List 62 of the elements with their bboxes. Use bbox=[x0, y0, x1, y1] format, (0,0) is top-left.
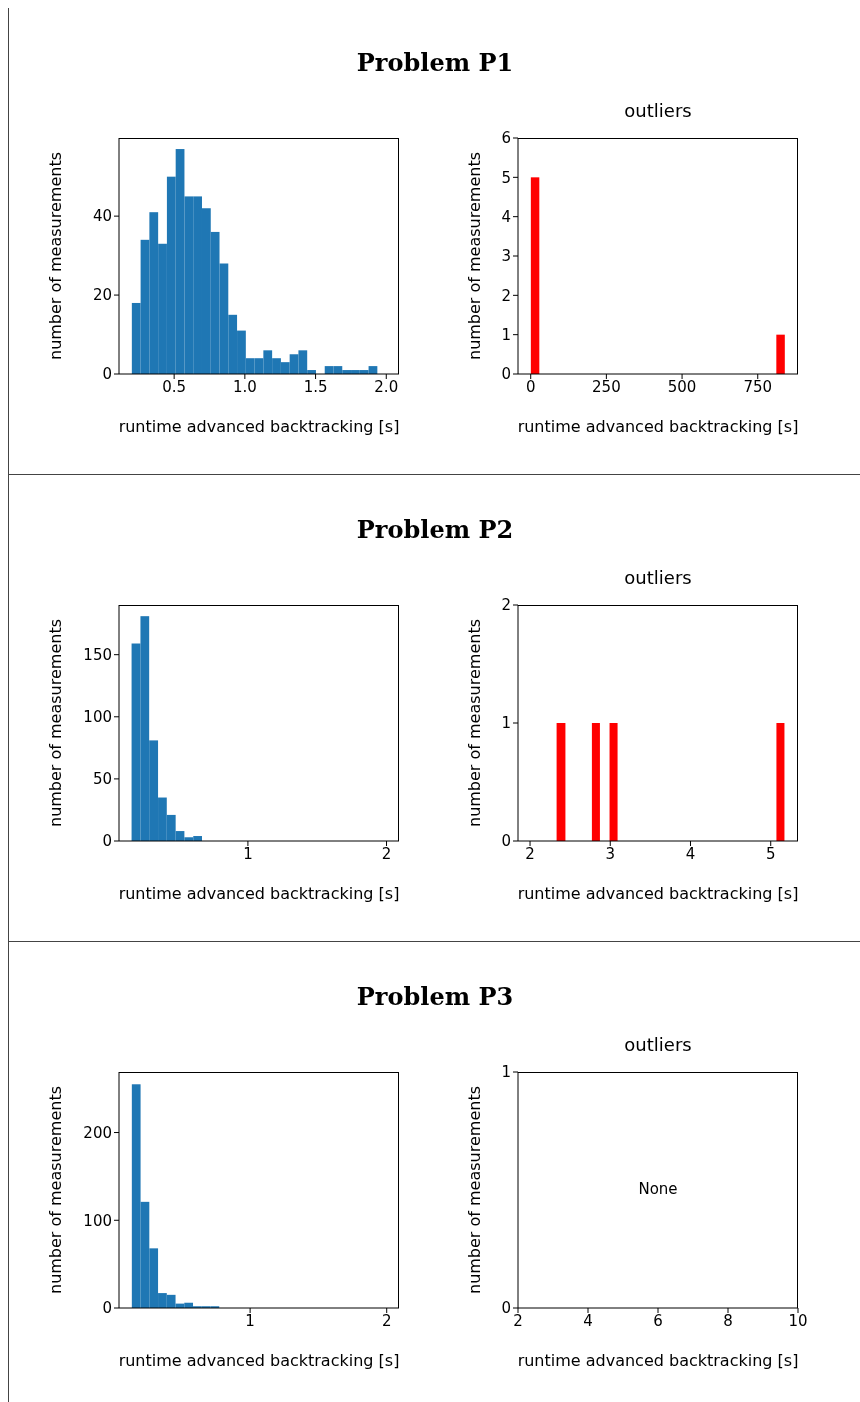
x-tick-label: 10 bbox=[788, 1311, 808, 1330]
x-tick-label: 2 bbox=[381, 1311, 392, 1330]
x-tick-label: 5 bbox=[765, 844, 776, 863]
y-tick-label: 1 bbox=[501, 1063, 511, 1082]
y-tick-label: 4 bbox=[501, 207, 511, 226]
x-tick-label: 750 bbox=[743, 377, 773, 396]
x-tick-label: 500 bbox=[667, 377, 697, 396]
x-tick-label: 250 bbox=[592, 377, 621, 396]
y-tick-label: 100 bbox=[83, 1211, 112, 1230]
x-tick-label: 8 bbox=[723, 1311, 733, 1330]
x-tick-label: 2.0 bbox=[374, 377, 399, 396]
chart-title: outliers bbox=[623, 567, 693, 588]
x-tick-label: 4 bbox=[583, 1311, 593, 1330]
x-tick-label: 1 bbox=[243, 844, 253, 863]
y-tick-label: 5 bbox=[501, 168, 511, 187]
y-tick-label: 200 bbox=[83, 1123, 112, 1142]
x-tick-label: 2 bbox=[525, 844, 535, 863]
x-tick-label: 3 bbox=[605, 844, 616, 863]
y-tick-label: 0 bbox=[501, 1299, 511, 1318]
x-axis-title: runtime advanced backtracking [s] bbox=[517, 1351, 799, 1370]
y-axis-title: number of measurements bbox=[464, 152, 484, 360]
y-axis-title: number of measurements bbox=[464, 1086, 484, 1294]
y-tick-label: 6 bbox=[501, 129, 511, 148]
y-axis-title: number of measurements bbox=[464, 619, 484, 827]
y-tick-label: 150 bbox=[83, 646, 112, 665]
y-axis-title: number of measurements bbox=[45, 1086, 65, 1294]
annotation: None bbox=[637, 1180, 679, 1198]
y-axis-title: number of measurements bbox=[45, 619, 65, 827]
y-tick-label: 0 bbox=[102, 832, 112, 851]
y-tick-label: 3 bbox=[501, 247, 511, 266]
y-tick-label: 0 bbox=[501, 365, 511, 384]
x-axis-title: runtime advanced backtracking [s] bbox=[118, 417, 400, 436]
y-tick-label: 0 bbox=[102, 365, 112, 384]
x-axis-title: runtime advanced backtracking [s] bbox=[517, 417, 799, 436]
y-tick-label: 100 bbox=[83, 708, 112, 727]
chart-title: outliers bbox=[623, 100, 693, 121]
x-tick-label: 6 bbox=[653, 1311, 663, 1330]
x-tick-label: 0 bbox=[525, 377, 536, 396]
x-axis-title: runtime advanced backtracking [s] bbox=[118, 884, 400, 903]
y-axis-title: number of measurements bbox=[45, 152, 65, 360]
y-tick-label: 20 bbox=[92, 286, 112, 305]
y-tick-label: 2 bbox=[501, 286, 511, 305]
x-tick-label: 0.5 bbox=[162, 377, 187, 396]
y-tick-label: 1 bbox=[501, 325, 511, 344]
chart-title: Problem P1 bbox=[355, 48, 515, 77]
y-tick-label: 0 bbox=[501, 832, 511, 851]
y-tick-label: 40 bbox=[92, 207, 112, 226]
y-tick-label: 0 bbox=[102, 1299, 112, 1318]
x-axis-title: runtime advanced backtracking [s] bbox=[118, 1351, 400, 1370]
x-tick-label: 2 bbox=[381, 844, 392, 863]
chart-title: Problem P3 bbox=[355, 982, 515, 1011]
chart-title: outliers bbox=[623, 1034, 693, 1055]
x-tick-label: 1.5 bbox=[303, 377, 328, 396]
x-tick-label: 2 bbox=[513, 1311, 523, 1330]
x-tick-label: 1 bbox=[245, 1311, 255, 1330]
x-tick-label: 1.0 bbox=[232, 377, 257, 396]
y-tick-label: 1 bbox=[501, 714, 511, 733]
x-tick-label: 4 bbox=[685, 844, 696, 863]
y-tick-label: 50 bbox=[92, 770, 112, 789]
x-axis-title: runtime advanced backtracking [s] bbox=[517, 884, 799, 903]
chart-title: Problem P2 bbox=[355, 515, 515, 544]
y-tick-label: 2 bbox=[501, 596, 511, 615]
